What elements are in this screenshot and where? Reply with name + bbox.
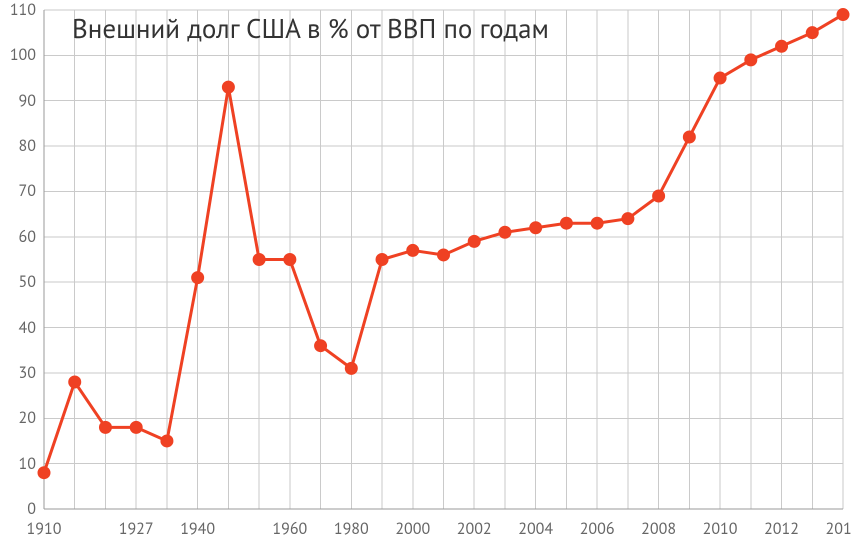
y-tick-label: 70 xyxy=(19,181,36,201)
x-tick-label: 2002 xyxy=(457,519,492,539)
y-tick-label: 100 xyxy=(10,45,36,65)
x-tick-label: 2000 xyxy=(395,519,430,539)
y-tick-label: 40 xyxy=(19,318,36,338)
chart-title: Внешний долг США в % от ВВП по годам xyxy=(72,12,549,46)
x-tick-label: 2004 xyxy=(518,519,553,539)
debt-chart: Внешний долг США в % от ВВП по годам 0 10… xyxy=(0,0,851,550)
x-tick-label: 1960 xyxy=(272,519,307,539)
x-tick-label: 2010 xyxy=(703,519,738,539)
x-tick-label: 1910 xyxy=(27,519,62,539)
x-tick-label: 2008 xyxy=(641,519,676,539)
y-tick-label: 20 xyxy=(19,408,36,428)
y-tick-label: 30 xyxy=(19,363,36,383)
chart-svg xyxy=(0,0,851,550)
x-tick-label: 2006 xyxy=(580,519,615,539)
x-tick-label: 1980 xyxy=(334,519,369,539)
y-tick-label: 50 xyxy=(19,272,36,292)
y-tick-label: 90 xyxy=(19,91,36,111)
y-tick-label: 110 xyxy=(10,0,36,20)
x-tick-label: 1927 xyxy=(119,519,154,539)
y-tick-label: 10 xyxy=(19,454,36,474)
x-tick-label: 2012 xyxy=(764,519,799,539)
y-tick-label: 80 xyxy=(19,136,36,156)
y-tick-label: 0 xyxy=(27,499,36,519)
y-tick-label: 60 xyxy=(19,227,36,247)
x-tick-label: 2014 xyxy=(826,519,851,539)
x-tick-label: 1940 xyxy=(180,519,215,539)
